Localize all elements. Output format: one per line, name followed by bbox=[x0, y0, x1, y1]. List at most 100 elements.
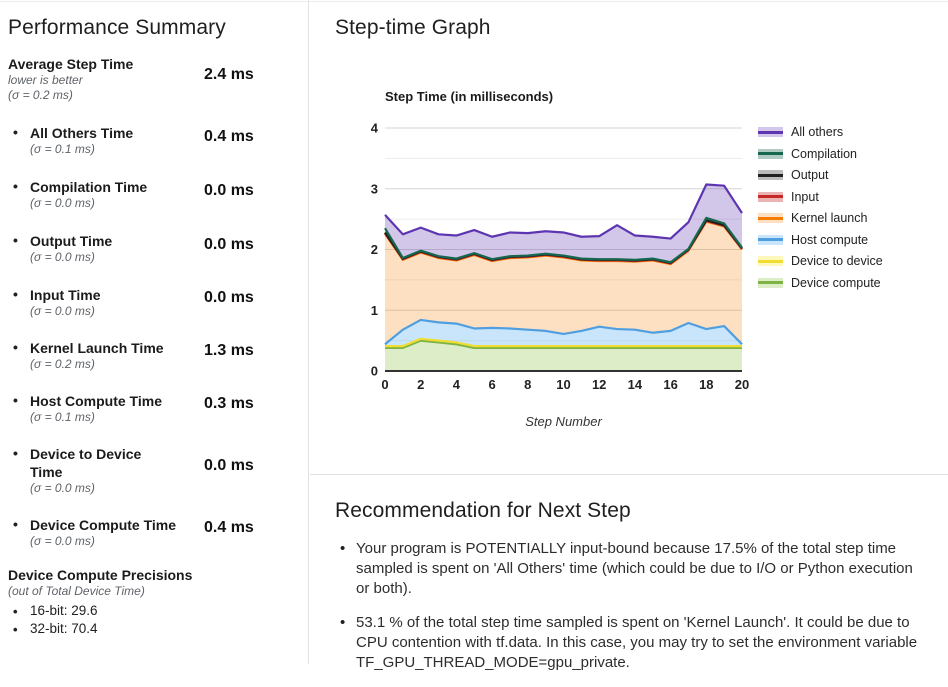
legend-label: Output bbox=[791, 168, 829, 182]
legend-label: Kernel launch bbox=[791, 211, 868, 225]
metric-sigma: (σ = 0.0 ms) bbox=[30, 250, 95, 264]
svg-text:16: 16 bbox=[663, 377, 677, 392]
bullet-icon: • bbox=[13, 392, 18, 408]
metric-name: Host Compute Time bbox=[30, 393, 162, 409]
svg-text:6: 6 bbox=[488, 377, 495, 392]
precisions-title: Device Compute Precisions bbox=[8, 567, 193, 583]
svg-text:2: 2 bbox=[417, 377, 424, 392]
bullet-icon: • bbox=[13, 604, 18, 619]
metric-name: Kernel Launch Time bbox=[30, 340, 164, 356]
chart-legend: All others Compilation Output Input Kernel l… bbox=[758, 125, 883, 298]
performance-summary-title: Performance Summary bbox=[8, 16, 226, 39]
recommendation-title: Recommendation for Next Step bbox=[335, 499, 631, 522]
svg-text:20: 20 bbox=[735, 377, 749, 392]
metric-row: • Device to Device Time (σ = 0.0 ms) 0.0 ms bbox=[8, 445, 300, 496]
gridlines bbox=[385, 127, 742, 342]
metric-row: • Kernel Launch Time (σ = 0.2 ms) 1.3 ms bbox=[8, 339, 300, 372]
metric-row: • Device Compute Time (σ = 0.0 ms) 0.4 ms bbox=[8, 516, 300, 549]
legend-label: Compilation bbox=[791, 146, 858, 161]
svg-text:10: 10 bbox=[556, 377, 570, 392]
legend-swatch-icon bbox=[758, 256, 783, 266]
x-axis-title: Step Number bbox=[525, 414, 602, 429]
recommendation-list: Your program is POTENTIALLY input-bound … bbox=[340, 539, 925, 687]
precision-16bit: • 16-bit: 29.6 bbox=[13, 603, 98, 619]
step-time-graph-section: Step-time Graph Step Time (in millisecon… bbox=[310, 0, 948, 474]
metric-value: 0.4 ms bbox=[204, 519, 254, 536]
svg-text:12: 12 bbox=[592, 377, 606, 392]
svg-text:18: 18 bbox=[699, 377, 713, 392]
bullet-icon: • bbox=[13, 178, 18, 194]
metric-value: 2.4 ms bbox=[204, 66, 254, 83]
legend-swatch-icon bbox=[758, 127, 783, 137]
metric-value: 0.0 ms bbox=[204, 457, 254, 474]
metric-sigma: (σ = 0.1 ms) bbox=[30, 142, 95, 156]
svg-text:1: 1 bbox=[371, 303, 378, 318]
metric-name: Device to Device Time bbox=[30, 446, 142, 480]
metric-row: Average Step Time lower is better (σ = 0.2… bbox=[8, 55, 300, 103]
metric-value: 0.0 ms bbox=[204, 289, 254, 306]
top-border bbox=[0, 1, 948, 2]
bullet-icon: • bbox=[13, 516, 18, 532]
precision-32bit: • 32-bit: 70.4 bbox=[13, 620, 98, 637]
metric-name: All Others Time bbox=[30, 125, 134, 141]
legend-item: Host compute bbox=[758, 232, 883, 247]
device-compute-precisions: Device Compute Precisions (out of Total … bbox=[8, 566, 300, 637]
performance-summary-panel: Performance Summary Average Step Time low… bbox=[0, 0, 308, 664]
metric-value: 0.0 ms bbox=[204, 236, 254, 253]
legend-label: Device to device bbox=[791, 254, 883, 268]
bullet-icon: • bbox=[13, 621, 18, 637]
metric-row: • Output Time (σ = 0.0 ms) 0.0 ms bbox=[8, 232, 300, 265]
metric-name: Compilation Time bbox=[30, 179, 148, 195]
legend-label: Host compute bbox=[791, 232, 869, 247]
recommendation-section: Recommendation for Next Step Your progra… bbox=[310, 475, 948, 671]
legend-item: Input bbox=[758, 190, 883, 204]
metric-name: Output Time bbox=[30, 233, 113, 249]
step-time-graph-title: Step-time Graph bbox=[335, 16, 491, 39]
metric-value: 0.3 ms bbox=[204, 395, 254, 412]
metric-value: 0.4 ms bbox=[204, 128, 254, 145]
metric-sigma: (σ = 0.2 ms) bbox=[30, 357, 95, 371]
legend-swatch-icon bbox=[758, 234, 783, 245]
legend-swatch-icon bbox=[758, 277, 783, 288]
svg-text:8: 8 bbox=[524, 377, 531, 392]
metric-row: • Host Compute Time (σ = 0.1 ms) 0.3 ms bbox=[8, 392, 300, 425]
legend-item: All others bbox=[758, 125, 883, 139]
svg-text:4: 4 bbox=[371, 121, 379, 136]
metric-sigma: (σ = 0.0 ms) bbox=[30, 534, 95, 548]
bullet-icon: • bbox=[13, 232, 18, 248]
chart-lines bbox=[384, 183, 743, 350]
metric-row: • All Others Time (σ = 0.1 ms) 0.4 ms bbox=[8, 124, 300, 157]
legend-swatch-icon bbox=[758, 148, 783, 159]
metric-sigma: (σ = 0.2 ms) bbox=[8, 88, 73, 102]
metric-sigma: (σ = 0.0 ms) bbox=[30, 196, 95, 210]
metric-row: • Compilation Time (σ = 0.0 ms) 0.0 ms bbox=[8, 178, 300, 211]
metric-note: lower is better bbox=[8, 73, 83, 87]
svg-text:0: 0 bbox=[381, 377, 388, 392]
legend-item: Device compute bbox=[758, 275, 883, 290]
metric-sigma: (σ = 0.0 ms) bbox=[30, 481, 95, 495]
metric-sigma: (σ = 0.0 ms) bbox=[30, 304, 95, 318]
metric-name: Input Time bbox=[30, 287, 101, 303]
svg-text:0: 0 bbox=[371, 364, 378, 379]
metric-value: 1.3 ms bbox=[204, 342, 254, 359]
metric-name: Average Step Time bbox=[8, 56, 134, 72]
bullet-icon: • bbox=[13, 445, 18, 461]
precisions-note: (out of Total Device Time) bbox=[8, 584, 145, 598]
svg-text:14: 14 bbox=[628, 377, 643, 392]
legend-item: Kernel launch bbox=[758, 211, 883, 225]
legend-item: Compilation bbox=[758, 146, 883, 161]
legend-swatch-icon bbox=[758, 170, 783, 180]
legend-swatch-icon bbox=[758, 213, 783, 223]
legend-label: Device compute bbox=[791, 275, 881, 290]
svg-text:4: 4 bbox=[453, 377, 461, 392]
legend-item: Output bbox=[758, 168, 883, 182]
bullet-icon: • bbox=[13, 124, 18, 140]
bullet-icon: • bbox=[13, 286, 18, 302]
svg-text:2: 2 bbox=[371, 242, 378, 257]
recommendation-item: 53.1 % of the total step time sampled is… bbox=[340, 613, 925, 673]
legend-item: Device to device bbox=[758, 254, 883, 268]
chart-title: Step Time (in milliseconds) bbox=[385, 89, 554, 104]
svg-text:3: 3 bbox=[371, 181, 378, 196]
